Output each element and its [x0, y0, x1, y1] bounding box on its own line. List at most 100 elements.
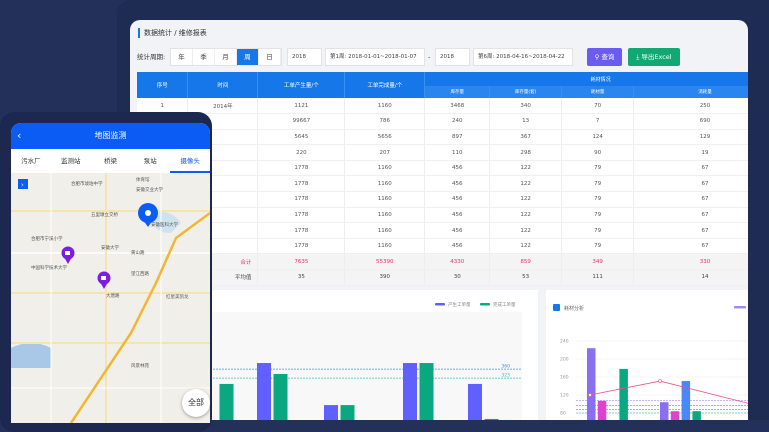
- breadcrumb: 数据统计 / 维修报表: [138, 28, 207, 38]
- bar: [597, 400, 607, 420]
- table-cell: 1160: [344, 160, 426, 177]
- period-label: 统计周期:: [137, 53, 166, 61]
- map-label: 中国科学技术大学: [31, 264, 67, 271]
- map-label: 大唐路: [106, 292, 120, 299]
- query-button[interactable]: ⚲ 查询: [587, 48, 622, 66]
- map-label: 安徽交业大学: [136, 186, 163, 193]
- table-cell: 67: [633, 207, 748, 224]
- tab-4[interactable]: 摄像头: [170, 149, 210, 173]
- table-cell: 122: [489, 207, 563, 224]
- map-label: 合肥市琥珀中学: [71, 180, 103, 187]
- map-label: 合肥市宁溪小学: [31, 235, 63, 242]
- period-option[interactable]: 日: [259, 49, 281, 65]
- table-cell: 1778: [257, 175, 346, 193]
- table-cell: 1160: [344, 175, 426, 193]
- table-cell: 340: [489, 98, 563, 115]
- table-cell: 5656: [344, 129, 426, 146]
- table-cell: 122: [489, 238, 563, 255]
- chart-title: 耗材分析: [564, 305, 584, 312]
- camera-icon: [65, 251, 70, 255]
- table-cell: 456: [424, 175, 491, 193]
- back-icon[interactable]: ‹: [17, 129, 22, 142]
- col-header: 序号: [137, 72, 189, 98]
- table-cell: 7: [561, 113, 635, 130]
- start-year-select[interactable]: 2018: [287, 48, 322, 66]
- show-all-button[interactable]: 全部: [182, 389, 210, 417]
- tab-3[interactable]: 泵站: [143, 157, 157, 165]
- table-cell: 79: [561, 207, 635, 224]
- table-cell: 110: [424, 144, 491, 161]
- tab-1[interactable]: 监测站: [60, 157, 81, 165]
- y-tick: 80: [560, 411, 566, 417]
- bar: [619, 368, 628, 420]
- bar: [692, 411, 701, 420]
- table-cell: 30: [424, 269, 491, 286]
- table-cell: 7635: [257, 253, 346, 271]
- bar: [324, 405, 338, 420]
- table-cell: 67: [633, 238, 748, 255]
- y-tick: 240: [560, 339, 569, 345]
- table-cell: 79: [561, 238, 635, 255]
- map-background: [11, 173, 210, 423]
- table-cell: 1160: [344, 207, 426, 224]
- table-cell: 99667: [257, 113, 346, 130]
- table-cell: 2014年: [187, 98, 259, 115]
- material-chart-card: 耗材分析4080120160200240: [546, 290, 748, 420]
- map-view[interactable]: 合肥市琥珀中学 体育馆安徽交业大学五里墩立交桥安徽医科大学合肥市宁溪小学安徽大学黄…: [11, 173, 210, 423]
- table-cell: 1160: [344, 98, 426, 115]
- table-cell: 35: [257, 269, 346, 286]
- legend-label: 完成工单量: [493, 301, 516, 308]
- end-year-select[interactable]: 2018: [435, 48, 470, 66]
- table-cell: 122: [489, 175, 563, 193]
- tab-2[interactable]: 桥梁: [103, 157, 117, 165]
- end-week-select[interactable]: 第6周: 2018-04-16~2018-04-22: [473, 48, 573, 66]
- period-option[interactable]: 月: [215, 49, 237, 65]
- table-cell: 67: [633, 191, 748, 208]
- table-cell: 456: [424, 160, 491, 177]
- bar: [219, 383, 234, 420]
- table-cell: 111: [561, 269, 635, 286]
- table-cell: 1778: [257, 160, 346, 177]
- table-cell: 897: [424, 129, 491, 146]
- table-cell: 456: [424, 238, 491, 255]
- table-cell: 1778: [257, 222, 346, 239]
- table-cell: 1778: [257, 207, 346, 224]
- period-option[interactable]: 周: [237, 49, 259, 65]
- expand-panel-button[interactable]: [18, 179, 28, 189]
- table-cell: 129: [633, 129, 748, 146]
- avg-row: 平均值 35 390 30 53 111 14: [137, 269, 748, 286]
- bar: [468, 383, 482, 420]
- period-option[interactable]: 年: [171, 49, 193, 65]
- table-cell: 456: [424, 207, 491, 224]
- marker-label: 360: [501, 364, 510, 370]
- table-cell: 13: [489, 113, 563, 130]
- legend-swatch: [734, 306, 746, 309]
- table-cell: 456: [424, 222, 491, 239]
- legend-swatch: [480, 303, 490, 306]
- tab-0[interactable]: 污水厂: [21, 157, 41, 165]
- start-week-select[interactable]: 第1周: 2018-01-01~2018-01-07: [325, 48, 425, 66]
- col-header: 工单完成量/个: [344, 72, 426, 98]
- camera-icon: [101, 276, 106, 280]
- trend-point: [658, 379, 662, 383]
- search-icon: ⚲: [594, 53, 602, 61]
- table-row: 220 207 110 298 90 19: [137, 144, 748, 161]
- period-selector[interactable]: 年季月周日: [170, 48, 282, 66]
- phone-frame: ‹ 地图监测 污水厂 监测站 桥梁 泵站 摄像头 合肥市琥珀中学 体育馆 安徽交业大学 五里墩立…: [0, 112, 212, 432]
- legend-swatch: [435, 303, 445, 306]
- table-cell: 240: [424, 113, 491, 130]
- export-excel-button[interactable]: ⤓ 导出Excel: [628, 48, 680, 66]
- table-cell: 53: [489, 269, 563, 286]
- bar: [484, 418, 499, 420]
- map-label: 安徽大学: [101, 244, 119, 251]
- table-cell: 79: [561, 222, 635, 239]
- table-row: 1778 1160 456 122 79 67: [137, 175, 748, 193]
- material-bar-chart: 耗材分析4080120160200240: [553, 304, 748, 420]
- table-cell: 690: [633, 113, 748, 130]
- legend-label: 产生工单量: [448, 301, 471, 308]
- y-tick: 120: [560, 393, 569, 399]
- table-cell: 79: [561, 191, 635, 208]
- table-cell: 367: [489, 129, 563, 146]
- table-cell: 67: [633, 160, 748, 177]
- period-option[interactable]: 季: [193, 49, 215, 65]
